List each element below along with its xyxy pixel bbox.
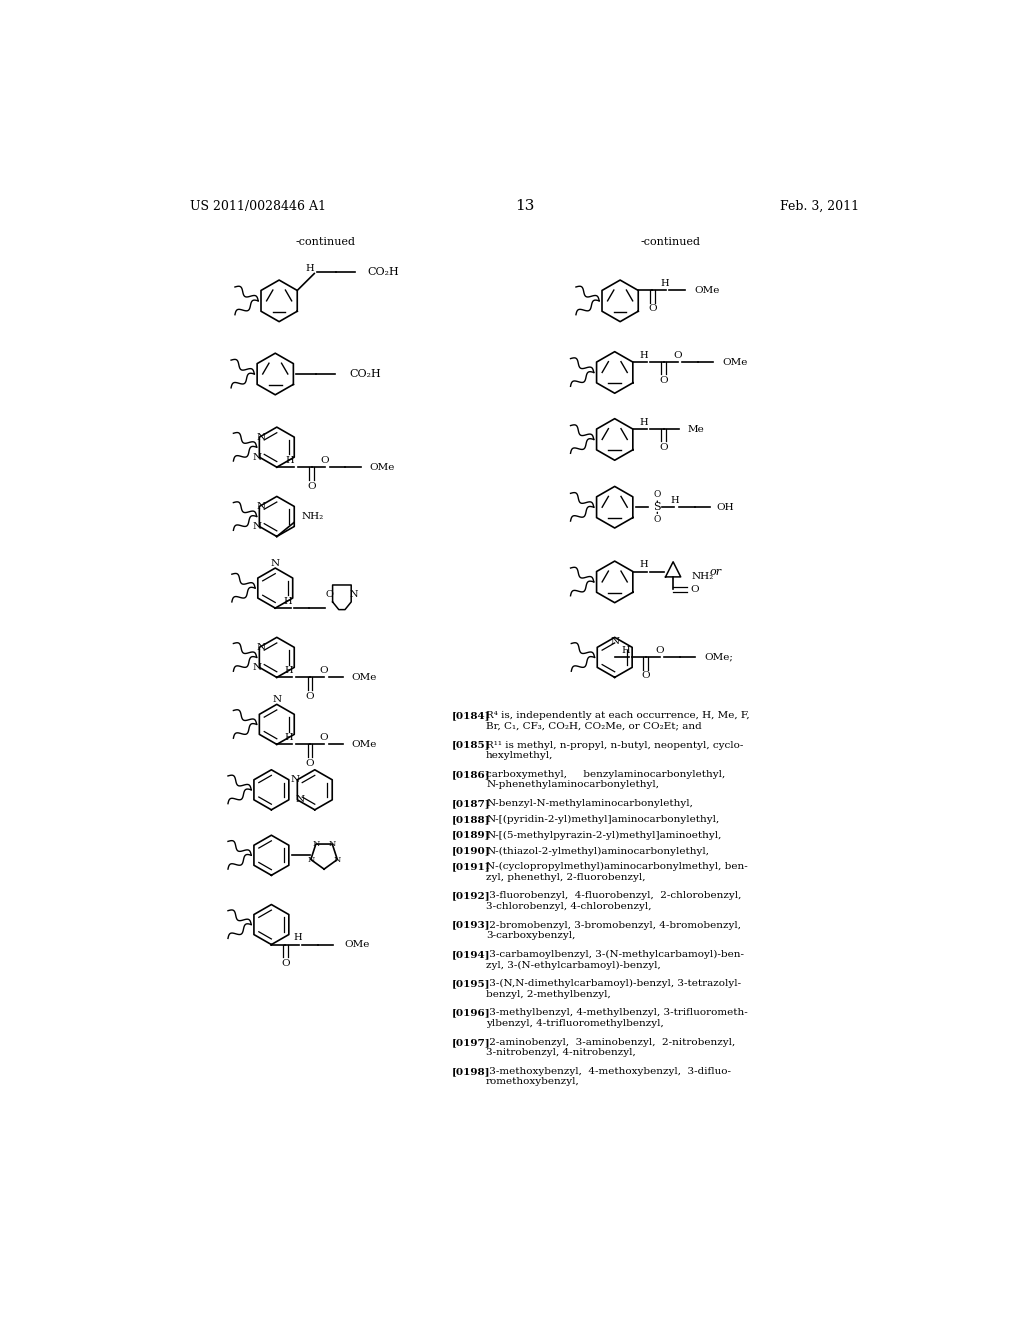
Text: H: H (285, 733, 294, 742)
Text: -continued: -continued (296, 236, 355, 247)
Text: N: N (312, 840, 319, 847)
Text: [0185]: [0185] (452, 741, 490, 750)
Text: H: H (305, 264, 314, 273)
Text: N: N (610, 638, 620, 647)
Text: [0187]: [0187] (452, 799, 490, 808)
Text: N-(cyclopropylmethyl)aminocarbonylmethyl, ben-
zyl, phenethyl, 2-fluorobenzyl,: N-(cyclopropylmethyl)aminocarbonylmethyl… (486, 862, 748, 882)
Text: [0197]: [0197] (452, 1038, 490, 1047)
Text: 2-bromobenzyl, 3-bromobenzyl, 4-bromobenzyl,
3-carboxybenzyl,: 2-bromobenzyl, 3-bromobenzyl, 4-bromoben… (486, 921, 741, 940)
Text: [0189]: [0189] (452, 830, 490, 840)
Text: H: H (284, 597, 292, 606)
Text: H: H (639, 560, 648, 569)
Text: R¹¹ is methyl, n-propyl, n-butyl, neopentyl, cyclo-
hexylmethyl,: R¹¹ is methyl, n-propyl, n-butyl, neopen… (486, 741, 743, 760)
Text: CO₂H: CO₂H (367, 267, 398, 277)
Text: N: N (257, 433, 266, 442)
Text: OMe: OMe (351, 741, 377, 748)
Text: US 2011/0028446 A1: US 2011/0028446 A1 (190, 199, 326, 213)
Text: N-benzyl-N-methylaminocarbonylethyl,: N-benzyl-N-methylaminocarbonylethyl, (486, 799, 693, 808)
Text: H: H (294, 933, 302, 942)
Text: O: O (674, 351, 682, 359)
Text: NH₂: NH₂ (691, 573, 714, 581)
Text: N-[(5-methylpyrazin-2-yl)methyl]aminoethyl,: N-[(5-methylpyrazin-2-yl)methyl]aminoeth… (486, 830, 722, 840)
Text: Feb. 3, 2011: Feb. 3, 2011 (780, 199, 859, 213)
Text: or: or (710, 566, 722, 577)
Text: N: N (253, 453, 262, 462)
Text: O: O (319, 667, 329, 675)
Text: O: O (653, 515, 662, 524)
Text: -continued: -continued (640, 236, 700, 247)
Text: H: H (622, 645, 630, 655)
Text: [0195]: [0195] (452, 979, 490, 989)
Text: OMe: OMe (695, 286, 720, 294)
Text: OMe: OMe (370, 463, 395, 471)
Text: H: H (639, 351, 648, 359)
Text: O: O (281, 958, 290, 968)
Text: carboxymethyl,     benzylaminocarbonylethyl,
N-phenethylaminocarbonylethyl,: carboxymethyl, benzylaminocarbonylethyl,… (486, 770, 725, 789)
Text: NH₂: NH₂ (302, 512, 324, 521)
Text: O: O (307, 482, 316, 491)
Text: O: O (653, 491, 662, 499)
Text: OH: OH (716, 503, 734, 512)
Text: H: H (286, 455, 294, 465)
Text: O: O (659, 444, 668, 451)
Text: 3-(N,N-dimethylcarbamoyl)-benzyl, 3-tetrazolyl-
benzyl, 2-methylbenzyl,: 3-(N,N-dimethylcarbamoyl)-benzyl, 3-tetr… (486, 979, 741, 999)
Text: OMe: OMe (723, 358, 749, 367)
Text: O: O (321, 455, 329, 465)
Text: Me: Me (687, 425, 703, 433)
Text: [0196]: [0196] (452, 1008, 490, 1018)
Text: O: O (690, 585, 699, 594)
Text: OMe: OMe (351, 673, 377, 682)
Text: [0194]: [0194] (452, 950, 490, 958)
Text: N: N (257, 643, 266, 652)
Text: [0192]: [0192] (452, 891, 490, 900)
Text: N: N (334, 855, 341, 863)
Text: [0191]: [0191] (452, 862, 490, 871)
Text: OMe;: OMe; (705, 653, 733, 661)
Text: O: O (306, 692, 314, 701)
Text: 13: 13 (515, 199, 535, 213)
Text: 3-carbamoylbenzyl, 3-(N-methylcarbamoyl)-ben-
zyl, 3-(N-ethylcarbamoyl)-benzyl,: 3-carbamoylbenzyl, 3-(N-methylcarbamoyl)… (486, 950, 744, 970)
Text: N: N (350, 590, 358, 599)
Text: 3-methoxybenzyl,  4-methoxybenzyl,  3-difluo-
romethoxybenzyl,: 3-methoxybenzyl, 4-methoxybenzyl, 3-difl… (486, 1067, 731, 1086)
Text: R⁴ is, independently at each occurrence, H, Me, F,
Br, C₁, CF₃, CO₂H, CO₂Me, or : R⁴ is, independently at each occurrence,… (486, 711, 750, 731)
Text: H: H (285, 667, 294, 675)
Text: N: N (257, 502, 266, 511)
Text: N-[(pyridin-2-yl)methyl]aminocarbonylethyl,: N-[(pyridin-2-yl)methyl]aminocarbonyleth… (486, 814, 719, 824)
Text: N: N (295, 796, 304, 804)
Text: N: N (307, 855, 314, 863)
Text: N: N (272, 696, 282, 704)
Text: [0188]: [0188] (452, 814, 490, 824)
Text: 3-fluorobenzyl,  4-fluorobenzyl,  2-chlorobenzyl,
3-chlorobenzyl, 4-chlorobenzyl: 3-fluorobenzyl, 4-fluorobenzyl, 2-chloro… (486, 891, 741, 911)
Text: OMe: OMe (344, 940, 370, 949)
Text: H: H (660, 279, 669, 288)
Text: O: O (319, 733, 329, 742)
Text: O: O (655, 645, 664, 655)
Text: O: O (306, 759, 314, 768)
Text: N: N (329, 840, 336, 847)
Text: N: N (291, 775, 300, 784)
Text: CO₂H: CO₂H (349, 370, 381, 379)
Text: O: O (641, 672, 650, 680)
Text: [0198]: [0198] (452, 1067, 490, 1076)
Text: O: O (326, 590, 334, 599)
Text: N: N (270, 558, 280, 568)
Text: N: N (253, 663, 262, 672)
Text: [0193]: [0193] (452, 921, 490, 929)
Text: 3-methylbenzyl, 4-methylbenzyl, 3-trifluorometh-
ylbenzyl, 4-trifluoromethylbenz: 3-methylbenzyl, 4-methylbenzyl, 3-triflu… (486, 1008, 748, 1028)
Text: O: O (648, 305, 656, 313)
Text: N-(thiazol-2-ylmethyl)aminocarbonylethyl,: N-(thiazol-2-ylmethyl)aminocarbonylethyl… (486, 846, 709, 855)
Text: [0190]: [0190] (452, 846, 490, 855)
Text: H: H (670, 496, 679, 504)
Text: [0184]: [0184] (452, 711, 490, 721)
Text: N: N (253, 521, 262, 531)
Text: [0186]: [0186] (452, 770, 490, 779)
Text: O: O (659, 376, 668, 385)
Text: 2-aminobenzyl,  3-aminobenzyl,  2-nitrobenzyl,
3-nitrobenzyl, 4-nitrobenzyl,: 2-aminobenzyl, 3-aminobenzyl, 2-nitroben… (486, 1038, 735, 1057)
Text: H: H (639, 417, 648, 426)
Text: S: S (653, 502, 662, 512)
